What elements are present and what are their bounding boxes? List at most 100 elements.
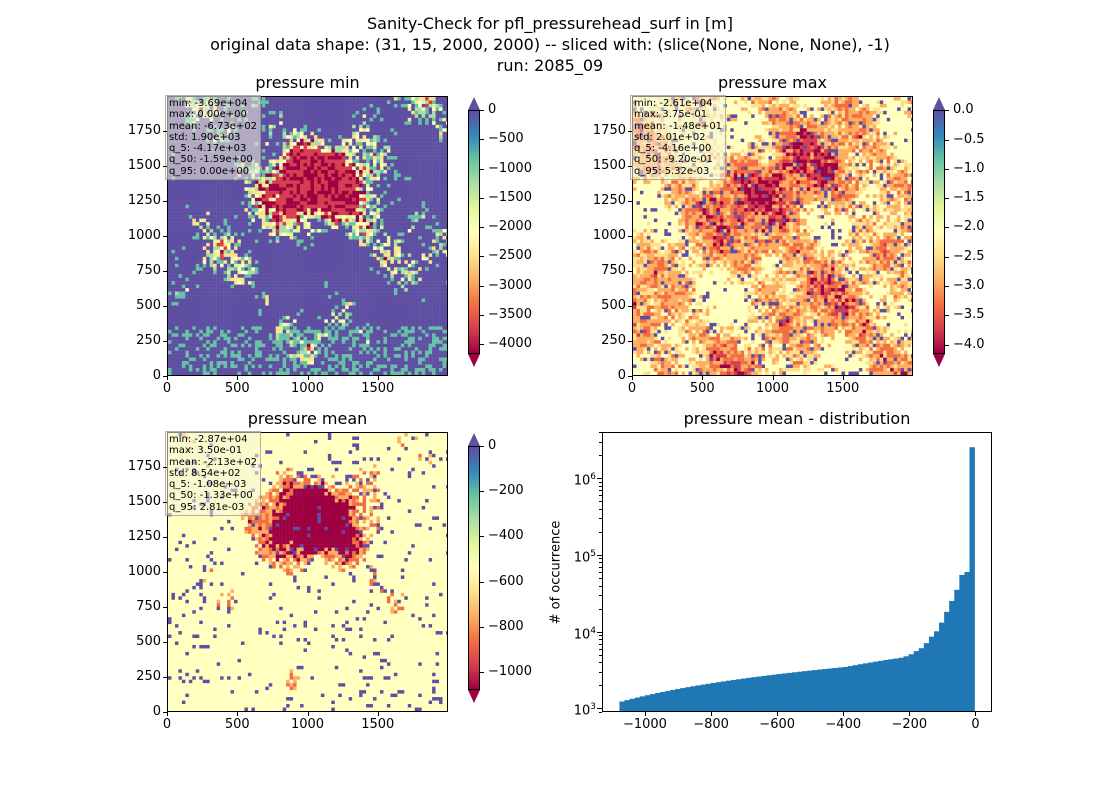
histogram-bar bbox=[797, 671, 803, 711]
colorbar-tick-0-6 bbox=[480, 285, 484, 287]
colorbar-tick-0-8 bbox=[480, 344, 484, 346]
x-tick-1-1 bbox=[702, 376, 704, 380]
histogram-bar bbox=[817, 669, 823, 711]
histogram-bar bbox=[888, 659, 894, 711]
histogram-bar bbox=[731, 679, 737, 711]
hist-x-tick-0 bbox=[644, 712, 646, 716]
histogram-bar bbox=[837, 667, 843, 711]
figure-title-line1: Sanity-Check for pfl_pressurehead_surf i… bbox=[367, 14, 733, 33]
colorbar-tick-0-4 bbox=[480, 227, 484, 229]
y-tick-label-1-5: 1250 bbox=[592, 193, 626, 208]
colorbar-tick-label-2-2: −400 bbox=[488, 528, 524, 544]
y-tick-label-0-5: 1250 bbox=[127, 193, 161, 208]
y-tick-2-0 bbox=[163, 712, 167, 713]
histogram-bar bbox=[939, 622, 945, 711]
histogram-bar bbox=[802, 671, 808, 711]
colorbar-tick-label-2-0: 0 bbox=[488, 438, 497, 453]
hist-y-tick-0 bbox=[597, 708, 602, 710]
y-tick-2-1 bbox=[163, 677, 167, 678]
y-tick-label-0-0: 0 bbox=[152, 368, 161, 383]
y-tick-1-3 bbox=[628, 271, 632, 272]
hist-y-minor-tick bbox=[599, 635, 602, 637]
colorbar-extend-bottom-2 bbox=[468, 690, 480, 703]
hist-y-minor-tick bbox=[599, 608, 602, 610]
histogram-bar bbox=[705, 683, 712, 711]
y-tick-label-0-4: 1000 bbox=[127, 228, 161, 243]
hist-y-minor-tick bbox=[599, 562, 602, 564]
histogram-bar bbox=[944, 611, 950, 711]
histogram-bar bbox=[893, 658, 899, 711]
y-tick-label-1-4: 1000 bbox=[592, 228, 626, 243]
x-tick-1-0 bbox=[632, 376, 633, 380]
x-tick-label-2-3: 1500 bbox=[361, 717, 395, 732]
x-tick-label-0-0: 0 bbox=[162, 381, 172, 396]
histogram-bar bbox=[665, 690, 671, 711]
histogram-bar bbox=[761, 675, 767, 711]
hist-y-minor-tick bbox=[599, 531, 602, 533]
colorbar-tick-0-3 bbox=[480, 197, 484, 199]
hist-y-minor-tick bbox=[599, 501, 602, 503]
histogram-bar bbox=[776, 674, 783, 711]
colorbar-tick-label-1-7: −3.5 bbox=[953, 307, 985, 323]
histogram-bar bbox=[766, 675, 772, 711]
y-tick-2-2 bbox=[163, 642, 167, 643]
y-tick-0-7 bbox=[163, 131, 167, 132]
hist-x-tick-2 bbox=[777, 712, 779, 716]
histogram-bar bbox=[700, 684, 706, 711]
y-tick-0-1 bbox=[163, 341, 167, 342]
stats-box-mean: min: -2.87e+04 max: 3.50e-01 mean: -2.13… bbox=[165, 431, 262, 517]
colorbar-tick-1-3 bbox=[945, 198, 949, 200]
colorbar-tick-label-0-4: −2000 bbox=[488, 219, 532, 235]
y-tick-label-0-6: 1500 bbox=[127, 158, 161, 173]
hist-y-tick-label-1: 104 bbox=[573, 625, 596, 643]
hist-y-minor-tick bbox=[599, 558, 602, 560]
colorbar-mean bbox=[468, 446, 480, 690]
y-tick-label-1-3: 750 bbox=[601, 263, 626, 278]
histogram-bar bbox=[771, 674, 778, 711]
y-tick-0-0 bbox=[163, 376, 167, 377]
hist-y-minor-tick bbox=[599, 572, 602, 573]
y-tick-1-0 bbox=[628, 376, 632, 377]
histogram-bar bbox=[878, 660, 884, 711]
y-tick-0-5 bbox=[163, 201, 167, 202]
y-tick-label-1-6: 1500 bbox=[592, 158, 626, 173]
colorbar-tick-label-2-4: −800 bbox=[488, 618, 524, 634]
panel-mean-title: pressure mean bbox=[247, 409, 368, 428]
histogram-bar bbox=[918, 648, 925, 711]
y-tick-label-2-2: 500 bbox=[136, 634, 161, 649]
hist-y-tick-2 bbox=[597, 554, 602, 556]
colorbar-tick-0-2 bbox=[480, 168, 484, 170]
histogram-bar bbox=[746, 677, 752, 711]
hist-y-minor-tick bbox=[599, 685, 602, 687]
y-tick-label-1-2: 500 bbox=[601, 298, 626, 313]
x-tick-0-1 bbox=[237, 376, 239, 380]
x-tick-label-2-1: 500 bbox=[224, 717, 250, 732]
colorbar-tick-label-0-7: −3500 bbox=[488, 306, 532, 322]
y-tick-1-4 bbox=[628, 236, 632, 237]
hist-y-minor-tick bbox=[599, 432, 602, 433]
y-tick-1-2 bbox=[628, 306, 632, 307]
histogram-bar bbox=[634, 697, 641, 711]
hist-y-minor-tick bbox=[599, 441, 602, 443]
colorbar-tick-label-1-3: −1.5 bbox=[953, 190, 985, 206]
colorbar-tick-label-0-0: 0 bbox=[488, 102, 497, 117]
colorbar-min bbox=[468, 110, 480, 354]
histogram-bar bbox=[928, 636, 935, 711]
panel-min-title: pressure min bbox=[255, 73, 360, 92]
hist-y-minor-tick bbox=[599, 455, 602, 457]
stats-box-max: min: -2.61e+04 max: 3.75e-01 mean: -1.48… bbox=[630, 95, 727, 181]
colorbar-tick-label-0-3: −1500 bbox=[488, 189, 532, 205]
colorbar-tick-1-4 bbox=[945, 227, 949, 229]
colorbar-tick-1-2 bbox=[945, 168, 949, 170]
y-tick-0-3 bbox=[163, 271, 167, 272]
y-tick-label-2-6: 1500 bbox=[127, 494, 161, 509]
x-tick-label-1-0: 0 bbox=[627, 381, 637, 396]
histogram-bar bbox=[690, 686, 696, 711]
colorbar-tick-1-7 bbox=[945, 315, 949, 317]
hist-y-minor-tick bbox=[599, 585, 602, 587]
histogram-bar bbox=[725, 680, 732, 711]
y-tick-1-6 bbox=[628, 166, 632, 167]
x-tick-2-1 bbox=[237, 712, 239, 716]
hist-y-minor-tick bbox=[599, 495, 602, 497]
hist-y-minor-tick bbox=[599, 662, 602, 664]
